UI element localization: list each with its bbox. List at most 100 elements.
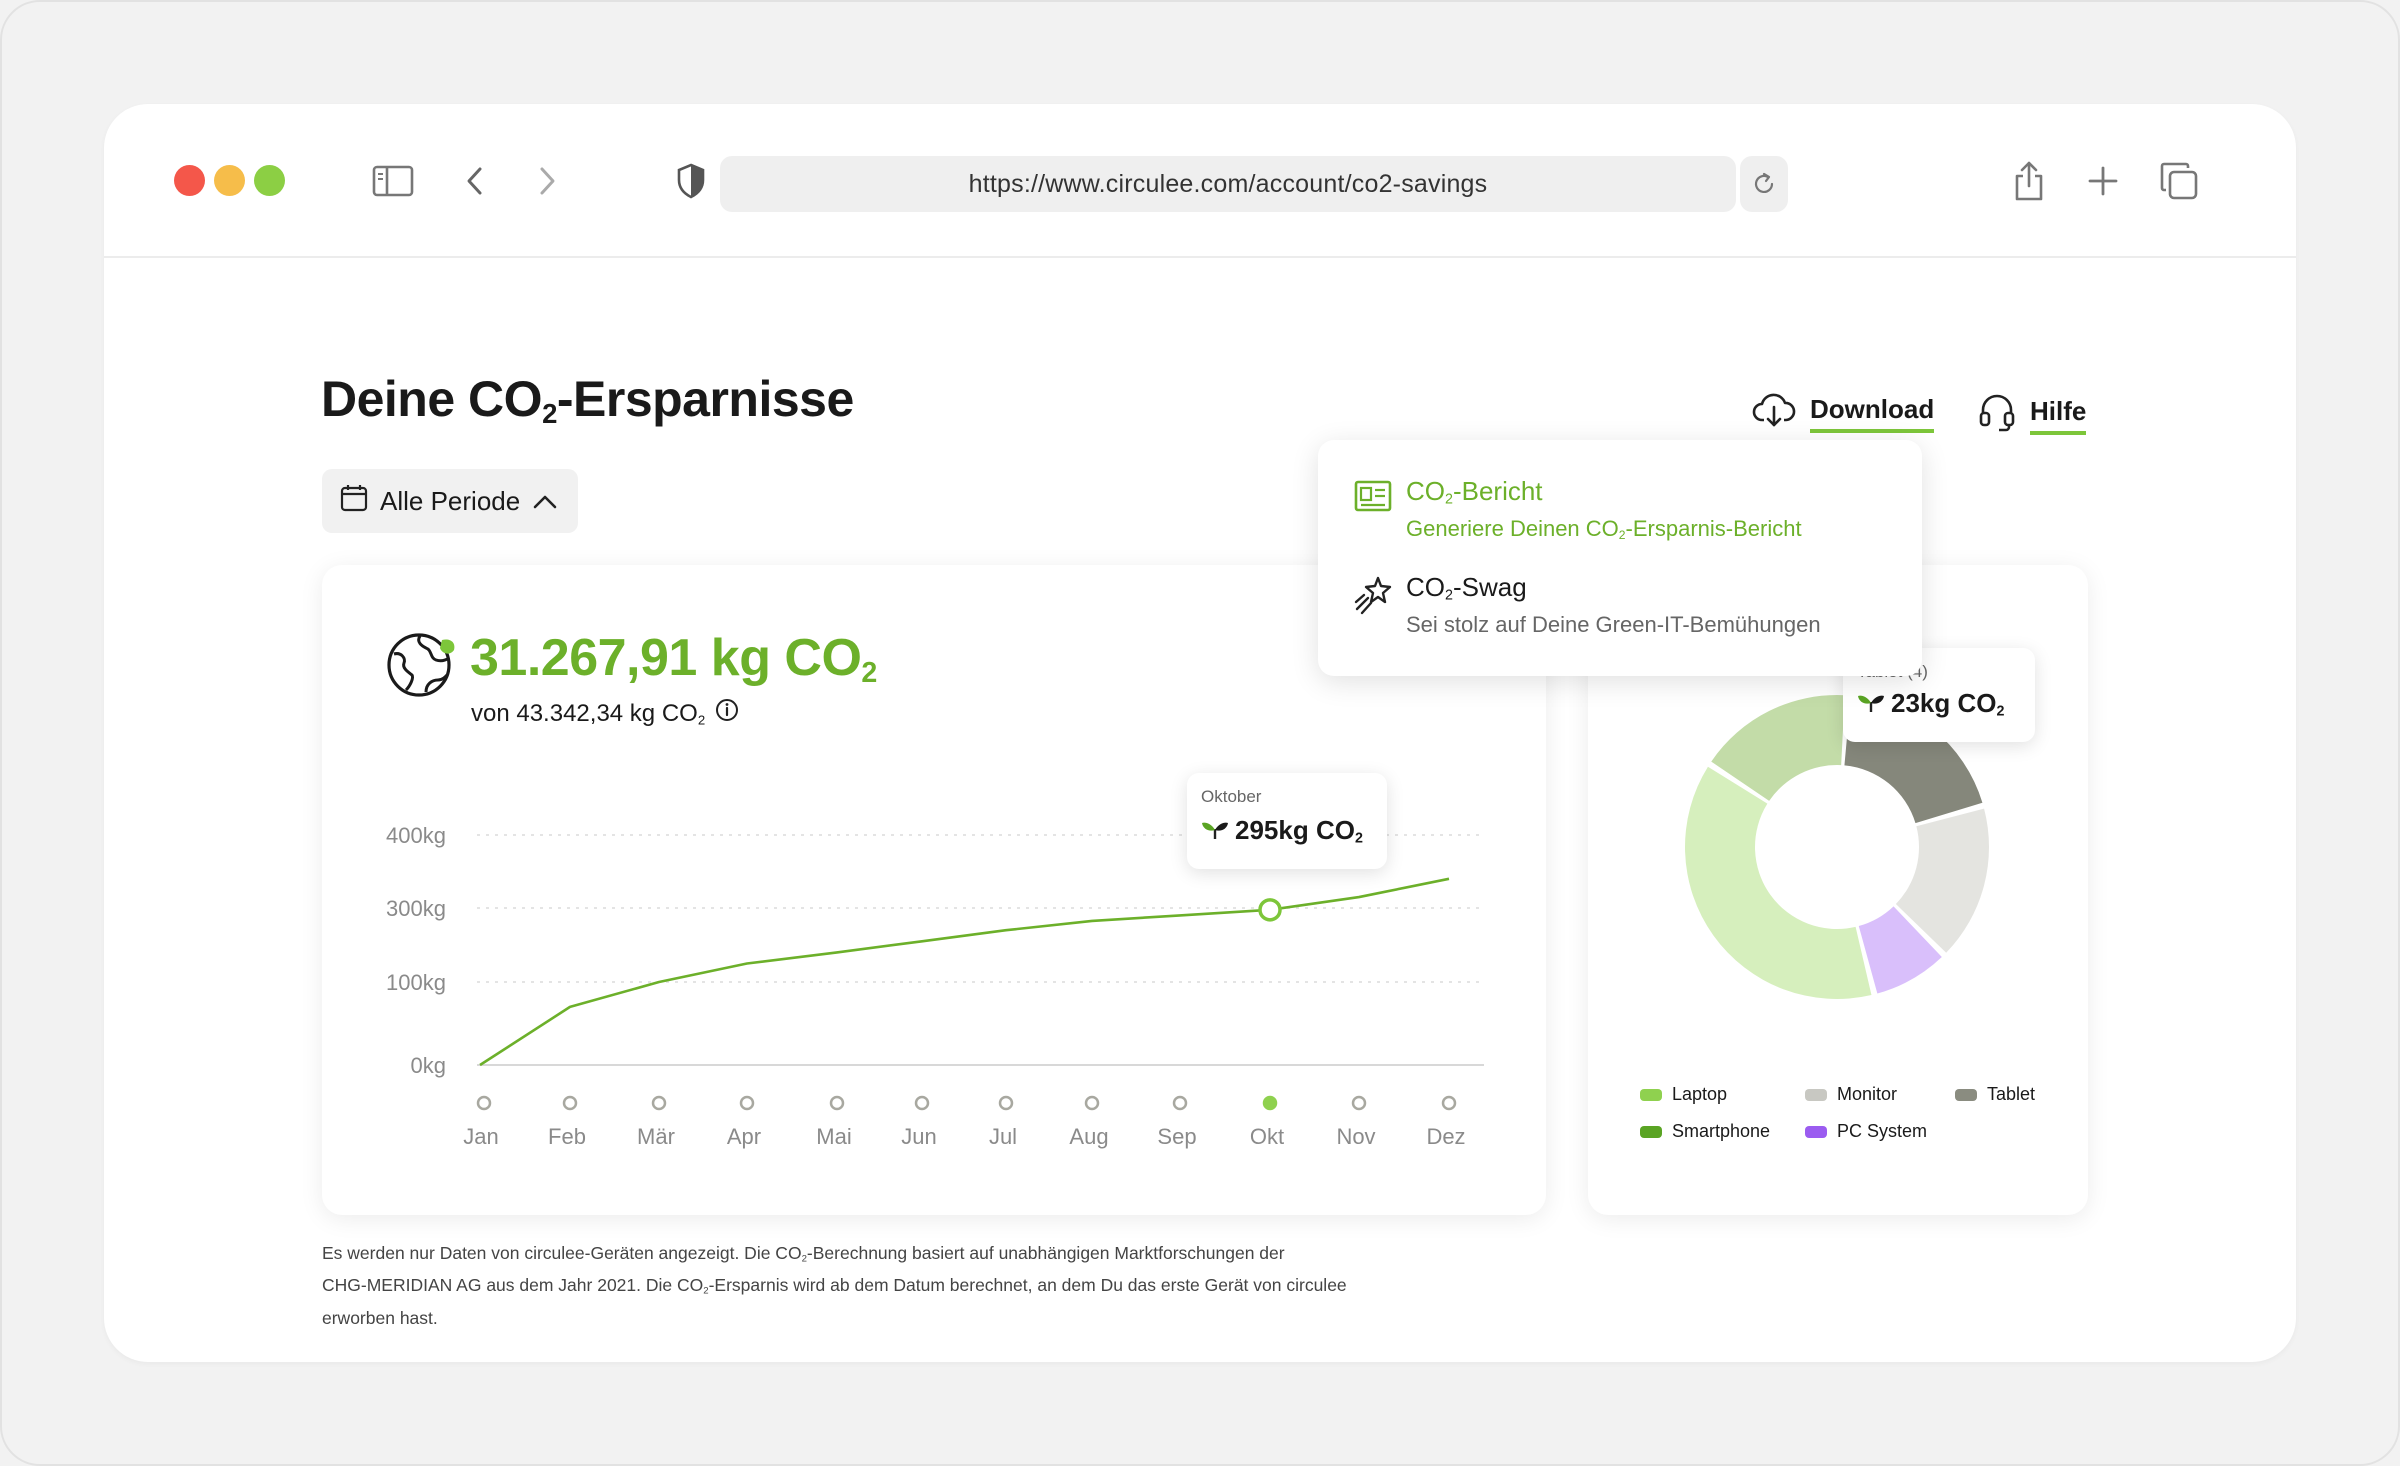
legend-label: Smartphone (1672, 1121, 1771, 1141)
share-icon[interactable] (2008, 160, 2050, 202)
maximize-window-button[interactable] (254, 165, 285, 196)
menu-item-co2-report[interactable]: CO2-Bericht Generiere Deinen CO2-Ersparn… (1354, 476, 1802, 542)
legend-item-laptop[interactable]: Laptop (1640, 1084, 1727, 1105)
legend-item-pc-system[interactable]: PC System (1805, 1121, 1927, 1142)
series-line (479, 877, 1450, 1067)
menu-item-title: CO (1406, 476, 1445, 506)
forward-arrow-icon[interactable] (526, 160, 568, 202)
footnote-line-2: CHG-MERIDIAN AG aus dem Jahr 2021. Die C… (322, 1275, 704, 1296)
sidebar-toggle-icon[interactable] (372, 160, 414, 202)
x-axis-marker[interactable] (1351, 1095, 1367, 1111)
x-tick-label: Jun (901, 1124, 936, 1149)
menu-item-description-suffix: -Ersparnis-Bericht (1625, 515, 1802, 541)
menu-item-title-suffix: -Bericht (1452, 476, 1543, 506)
footnote-line-3: erworben hast. (322, 1307, 438, 1328)
sprout-icon (1857, 688, 1885, 719)
info-icon[interactable] (715, 698, 739, 729)
total-savings-value: 31.267,91 kg CO2 (470, 628, 877, 690)
legend-label: PC System (1837, 1121, 1928, 1141)
footnote-line-1: Es werden nur Daten von circulee-Geräten… (322, 1243, 802, 1263)
legend-item-tablet[interactable]: Tablet (1955, 1084, 2035, 1105)
x-axis-marker[interactable] (1172, 1095, 1188, 1111)
tooltip-month-label: Oktober (1201, 787, 1262, 806)
headset-icon (1978, 392, 2016, 439)
x-tick-label: Mär (637, 1124, 675, 1149)
reload-icon[interactable] (1740, 156, 1788, 212)
close-window-button[interactable] (174, 165, 205, 196)
total-savings-text: 31.267,91 kg CO (470, 629, 862, 687)
legend-label: Laptop (1672, 1084, 1728, 1104)
x-tick-label: Feb (548, 1124, 586, 1149)
donut-slice-laptop[interactable] (1685, 766, 1872, 999)
menu-item-description-subscript: 2 (1618, 527, 1626, 542)
highlight-point[interactable] (1258, 898, 1282, 922)
total-potential-subscript: 2 (697, 711, 706, 727)
legend-swatch (1955, 1088, 1977, 1101)
x-axis-marker[interactable] (476, 1095, 492, 1111)
privacy-shield-icon[interactable] (670, 160, 712, 202)
minimize-window-button[interactable] (214, 165, 245, 196)
total-potential-text: von 43.342,34 kg CO (471, 699, 698, 727)
legend-swatch (1640, 1088, 1662, 1101)
line-chart-tooltip: Oktober 295kg CO2 (1187, 773, 1387, 869)
back-arrow-icon[interactable] (454, 160, 496, 202)
x-tick-label: Jan (463, 1124, 498, 1149)
menu-item-title-suffix: -Swag (1452, 572, 1527, 602)
y-tick-label: 100kg (386, 970, 446, 995)
tooltip-value-subscript: 2 (1354, 830, 1363, 847)
globe-leaf-icon (386, 630, 456, 705)
menu-item-description: Generiere Deinen CO (1406, 515, 1619, 541)
legend-item-smartphone[interactable]: Smartphone (1640, 1121, 1770, 1142)
total-potential-value: von 43.342,34 kg CO2 (471, 698, 739, 729)
legend-item-monitor[interactable]: Monitor (1805, 1084, 1897, 1105)
x-tick-label: Aug (1069, 1124, 1108, 1149)
x-axis-marker[interactable] (739, 1095, 755, 1111)
donut-slice-smartphone[interactable] (1711, 695, 1845, 801)
x-tick-label: Mai (816, 1124, 851, 1149)
period-selector[interactable]: Alle Periode (322, 469, 578, 533)
menu-item-title-subscript: 2 (1445, 587, 1453, 604)
x-axis-marker[interactable] (651, 1095, 667, 1111)
calendar-icon (340, 484, 368, 519)
y-tick-label: 0kg (411, 1053, 446, 1078)
x-tick-label: Nov (1336, 1124, 1375, 1149)
help-label: Hilfe (2030, 396, 2087, 435)
menu-item-title-subscript: 2 (1445, 491, 1453, 508)
help-link[interactable]: Hilfe (1978, 392, 2087, 439)
legend-swatch (1805, 1088, 1827, 1101)
page-title-suffix: -Ersparnisse (556, 371, 854, 427)
page-title: Deine CO2-Ersparnisse (321, 370, 854, 430)
tooltip-value-text: 23kg CO (1891, 688, 1997, 718)
footnote-line-2-suffix: -Ersparnis wird ab dem Datum berechnet, … (708, 1275, 1347, 1296)
x-axis-marker[interactable] (1441, 1095, 1457, 1111)
donut-slice-monitor[interactable] (1895, 808, 1989, 953)
new-tab-plus-icon[interactable] (2082, 160, 2124, 202)
x-axis-marker[interactable] (1262, 1095, 1278, 1111)
period-label: Alle Periode (380, 485, 521, 516)
browser-toolbar: https://www.circulee.com/account/co2-sav… (104, 104, 2296, 258)
donut-chart (1685, 695, 1989, 999)
donut-slice-pc-system[interactable] (1858, 906, 1942, 994)
x-axis-marker[interactable] (998, 1095, 1014, 1111)
shooting-star-icon (1354, 576, 1392, 638)
line-chart: 400kg 300kg 100kg 0kg Jan Feb Mär Apr Mai Jun Jul A… (386, 823, 1484, 1149)
x-tick-label: Jul (989, 1124, 1017, 1149)
x-axis-marker[interactable] (562, 1095, 578, 1111)
y-tick-label: 300kg (386, 896, 446, 921)
legend-label: Tablet (1987, 1084, 2036, 1104)
x-tick-label: Sep (1157, 1124, 1196, 1149)
address-bar[interactable]: https://www.circulee.com/account/co2-sav… (720, 156, 1736, 212)
download-link[interactable]: Download (1752, 392, 1935, 435)
x-axis-marker[interactable] (914, 1095, 930, 1111)
x-axis-marker[interactable] (829, 1095, 845, 1111)
total-savings-subscript: 2 (861, 657, 877, 690)
tab-overview-icon[interactable] (2158, 160, 2200, 202)
url-text: https://www.circulee.com/account/co2-sav… (968, 169, 1488, 198)
legend-swatch (1805, 1125, 1827, 1138)
footnote-line-1-suffix: -Berechnung basiert auf unabhängigen Mar… (806, 1243, 1285, 1263)
menu-item-co2-swag[interactable]: CO2-Swag Sei stolz auf Deine Green-IT-Be… (1354, 572, 1821, 638)
download-menu: CO2-Bericht Generiere Deinen CO2-Ersparn… (1318, 440, 1922, 676)
footnote-line-2-subscript: 2 (703, 1285, 709, 1297)
x-axis-marker[interactable] (1084, 1095, 1100, 1111)
report-icon (1354, 480, 1392, 542)
